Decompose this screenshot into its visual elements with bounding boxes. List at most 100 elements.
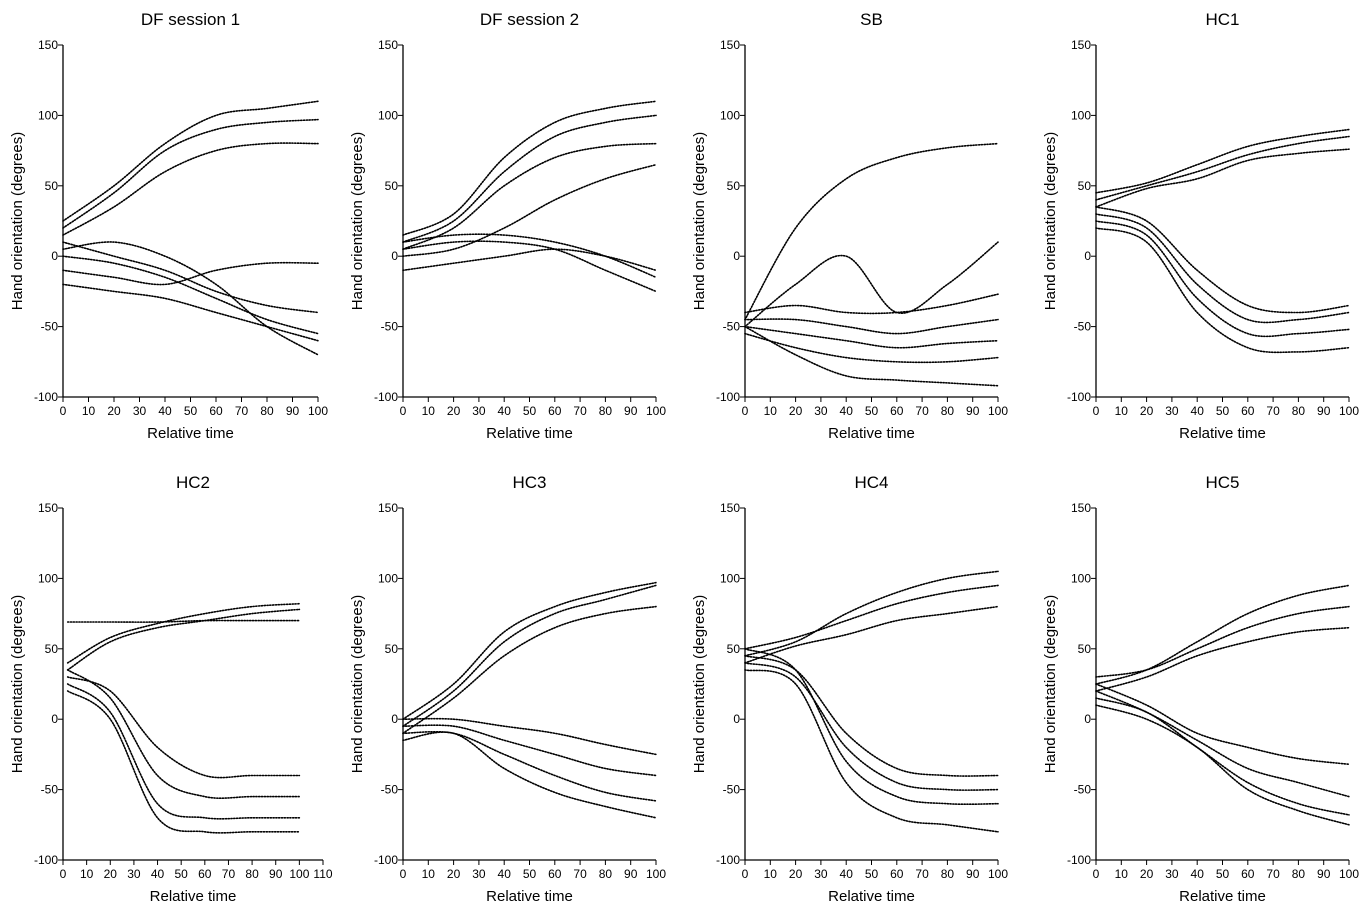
x-tick-label: 10 [422, 404, 436, 418]
y-tick-label: -100 [374, 390, 398, 404]
x-axis-label: Relative time [1179, 425, 1266, 442]
x-tick-label: 30 [1165, 867, 1179, 881]
x-axis-label: Relative time [828, 425, 915, 442]
x-tick-label: 0 [400, 867, 407, 881]
x-tick-label: 20 [789, 867, 803, 881]
series-line [66, 608, 301, 671]
x-tick-label: 80 [599, 404, 613, 418]
series-line [62, 241, 319, 314]
series-line [402, 240, 657, 293]
series-line [62, 255, 319, 335]
panel-8: HC5 -100 -50 0 50 100 150 0 10 20 30 40 50 60 70 80 90 10… [1042, 473, 1359, 905]
series-line [402, 731, 657, 819]
series-line [744, 570, 999, 657]
x-tick-label: 20 [1140, 867, 1154, 881]
x-tick-label: 100 [646, 404, 666, 418]
y-tick-label: 150 [38, 38, 58, 52]
x-tick-label: 20 [104, 867, 118, 881]
x-tick-label: 50 [865, 404, 879, 418]
x-tick-label: 10 [764, 404, 778, 418]
x-tick-label: 90 [1317, 867, 1331, 881]
series-line [744, 655, 999, 777]
panel-5: HC2 -100 -50 0 50 100 150 0 10 20 30 40 50 60 70 80 90 10… [9, 473, 333, 905]
y-tick-label: -100 [34, 853, 58, 867]
x-tick-label: 100 [646, 867, 666, 881]
series-line [402, 605, 657, 735]
series-line [402, 724, 657, 777]
panel-title: HC3 [512, 473, 546, 492]
panel-1: DF session 1 -100 -50 0 50 100 150 0 10 20 30 40 50 6… [9, 10, 328, 442]
x-tick-label: 30 [814, 867, 828, 881]
x-tick-label: 60 [198, 867, 212, 881]
y-tick-label: -100 [716, 390, 740, 404]
series-line [1095, 220, 1350, 338]
y-tick-label: -50 [41, 783, 59, 797]
y-axis-label: Hand orientation (degrees) [1042, 132, 1059, 310]
y-tick-label: 50 [1078, 642, 1092, 656]
y-tick-label: -100 [374, 853, 398, 867]
y-tick-label: 100 [378, 108, 398, 122]
series-line [744, 605, 999, 664]
x-tick-label: 80 [245, 867, 259, 881]
x-tick-label: 30 [472, 404, 486, 418]
x-tick-label: 0 [742, 867, 749, 881]
y-tick-label: -100 [1067, 390, 1091, 404]
x-tick-label: 50 [523, 867, 537, 881]
y-tick-label: 100 [1071, 108, 1091, 122]
series-line [744, 325, 999, 349]
y-tick-label: -50 [723, 783, 741, 797]
y-tick-label: 150 [378, 501, 398, 515]
x-tick-label: 0 [60, 867, 67, 881]
x-tick-label: 10 [80, 867, 94, 881]
x-tick-label: 70 [222, 867, 236, 881]
y-tick-label: 150 [720, 501, 740, 515]
x-tick-label: 40 [840, 404, 854, 418]
y-tick-label: 100 [378, 571, 398, 585]
x-tick-label: 100 [1339, 867, 1359, 881]
y-tick-label: 100 [38, 108, 58, 122]
series-line [62, 261, 319, 286]
x-tick-label: 0 [1093, 404, 1100, 418]
series-line [744, 241, 999, 328]
x-tick-label: 0 [400, 404, 407, 418]
x-tick-label: 90 [966, 404, 980, 418]
series-line [744, 669, 999, 833]
series-line [744, 325, 999, 387]
x-axis-label: Relative time [486, 888, 573, 905]
x-tick-label: 100 [988, 404, 1008, 418]
series-line [66, 619, 301, 623]
y-tick-label: 0 [733, 249, 740, 263]
x-tick-label: 50 [1216, 867, 1230, 881]
y-tick-label: 100 [38, 571, 58, 585]
x-tick-label: 70 [915, 404, 929, 418]
x-tick-label: 100 [289, 867, 309, 881]
x-tick-label: 0 [1093, 867, 1100, 881]
y-axis-label: Hand orientation (degrees) [691, 132, 708, 310]
x-tick-label: 40 [158, 404, 172, 418]
panel-6: HC3 -100 -50 0 50 100 150 0 10 20 30 40 50 60 70 80 90 10… [349, 473, 666, 905]
x-tick-label: 50 [1216, 404, 1230, 418]
series-line [1095, 135, 1350, 201]
y-tick-label: 100 [720, 108, 740, 122]
series-line [402, 248, 657, 272]
x-tick-label: 70 [573, 867, 587, 881]
x-axis-label: Relative time [150, 888, 237, 905]
series-line [66, 683, 301, 820]
y-tick-label: -100 [716, 853, 740, 867]
series-line [402, 581, 657, 720]
y-tick-label: 0 [51, 249, 58, 263]
panel-title: DF session 1 [141, 10, 240, 29]
x-tick-label: 40 [498, 404, 512, 418]
y-tick-label: 0 [391, 249, 398, 263]
x-tick-label: 30 [127, 867, 141, 881]
x-tick-label: 60 [890, 404, 904, 418]
x-tick-label: 80 [1292, 867, 1306, 881]
y-tick-label: -50 [381, 783, 399, 797]
series-line [66, 669, 301, 799]
x-tick-label: 0 [742, 404, 749, 418]
x-axis-label: Relative time [147, 425, 234, 442]
series-line [1095, 697, 1350, 816]
panel-7: HC4 -100 -50 0 50 100 150 0 10 20 30 40 50 60 70 80 90 10… [691, 473, 1008, 905]
